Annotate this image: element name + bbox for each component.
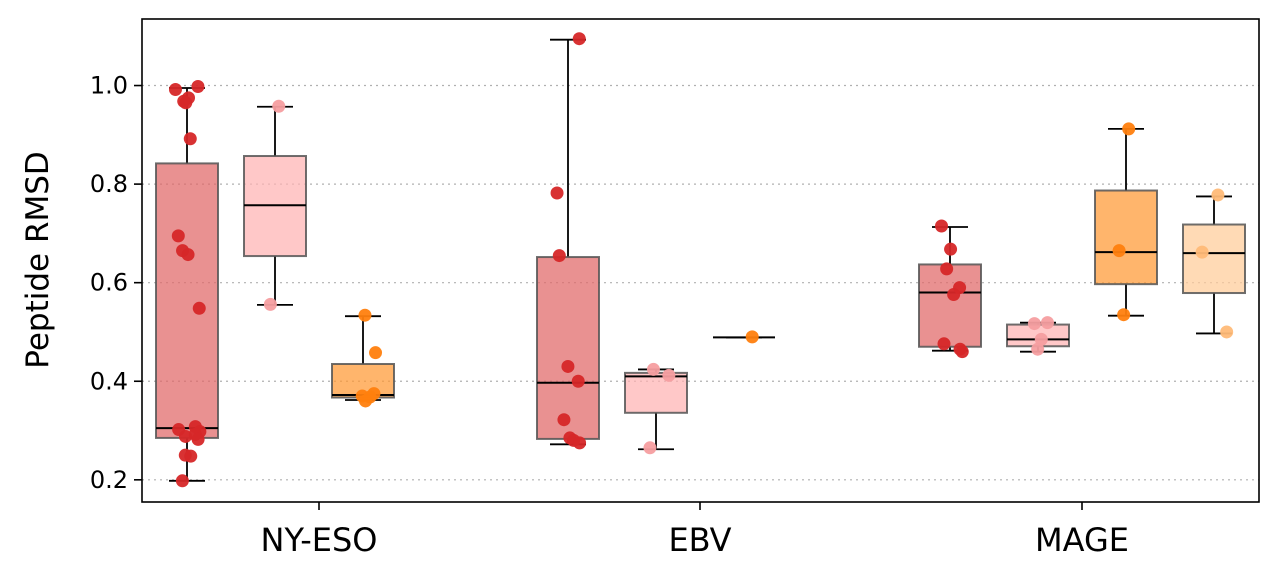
axis-layer: 0.2 0.4 0.6 0.8 1.0 NY-ESO EBV MAGE bbox=[90, 72, 1129, 559]
data-point bbox=[947, 288, 961, 302]
box-iqr bbox=[536, 256, 600, 440]
data-point bbox=[168, 82, 182, 96]
data-point bbox=[192, 301, 206, 315]
data-point bbox=[183, 132, 197, 146]
data-point bbox=[1211, 188, 1225, 202]
data-point bbox=[550, 186, 564, 200]
x-category-label: NY-ESO bbox=[261, 521, 378, 559]
data-point bbox=[1195, 245, 1209, 259]
y-tick-label: 0.6 bbox=[90, 269, 128, 297]
grid-lines bbox=[142, 84, 1259, 481]
box-layer bbox=[155, 38, 1246, 482]
data-point bbox=[1122, 122, 1136, 136]
x-category-label: EBV bbox=[668, 521, 731, 559]
box-iqr bbox=[1182, 223, 1246, 295]
data-point bbox=[552, 249, 566, 263]
box-iqr bbox=[624, 371, 688, 414]
box-iqr bbox=[918, 263, 982, 348]
y-axis-title: Peptide RMSD bbox=[20, 151, 56, 369]
point-layer bbox=[168, 32, 1234, 488]
data-point bbox=[572, 32, 586, 46]
data-point bbox=[191, 432, 205, 446]
x-category-label: MAGE bbox=[1035, 521, 1129, 559]
data-point bbox=[1220, 325, 1234, 339]
data-point bbox=[955, 345, 969, 359]
data-point bbox=[573, 436, 587, 450]
data-point bbox=[937, 337, 951, 351]
data-point bbox=[272, 99, 286, 113]
y-tick-label: 0.8 bbox=[90, 170, 128, 198]
data-point bbox=[1031, 342, 1045, 356]
data-point bbox=[171, 229, 185, 243]
y-tick-label: 0.2 bbox=[90, 466, 128, 494]
data-point bbox=[175, 474, 189, 488]
data-point bbox=[359, 394, 373, 408]
data-point bbox=[662, 368, 676, 382]
data-point bbox=[184, 449, 198, 463]
data-point bbox=[940, 262, 954, 276]
data-point bbox=[944, 242, 958, 256]
data-point bbox=[1040, 316, 1054, 330]
data-point bbox=[181, 248, 195, 262]
data-point bbox=[369, 346, 383, 360]
data-point bbox=[557, 413, 571, 427]
data-point bbox=[561, 359, 575, 373]
data-point bbox=[178, 429, 192, 443]
plot-frame bbox=[141, 18, 1260, 503]
data-point bbox=[1034, 332, 1048, 346]
box-iqr bbox=[1094, 189, 1158, 286]
y-tick-label: 0.4 bbox=[90, 367, 128, 395]
data-point bbox=[191, 80, 205, 94]
data-point bbox=[179, 96, 193, 110]
y-tick-label: 1.0 bbox=[90, 72, 128, 100]
data-point bbox=[1027, 317, 1041, 331]
data-point bbox=[358, 308, 372, 322]
data-point bbox=[263, 297, 277, 311]
data-point bbox=[646, 362, 660, 376]
data-point bbox=[643, 441, 657, 455]
data-point bbox=[935, 219, 949, 233]
data-point bbox=[571, 374, 585, 388]
data-point bbox=[1112, 244, 1126, 258]
data-point bbox=[1117, 308, 1131, 322]
box-iqr bbox=[155, 162, 219, 439]
data-point bbox=[745, 330, 759, 344]
